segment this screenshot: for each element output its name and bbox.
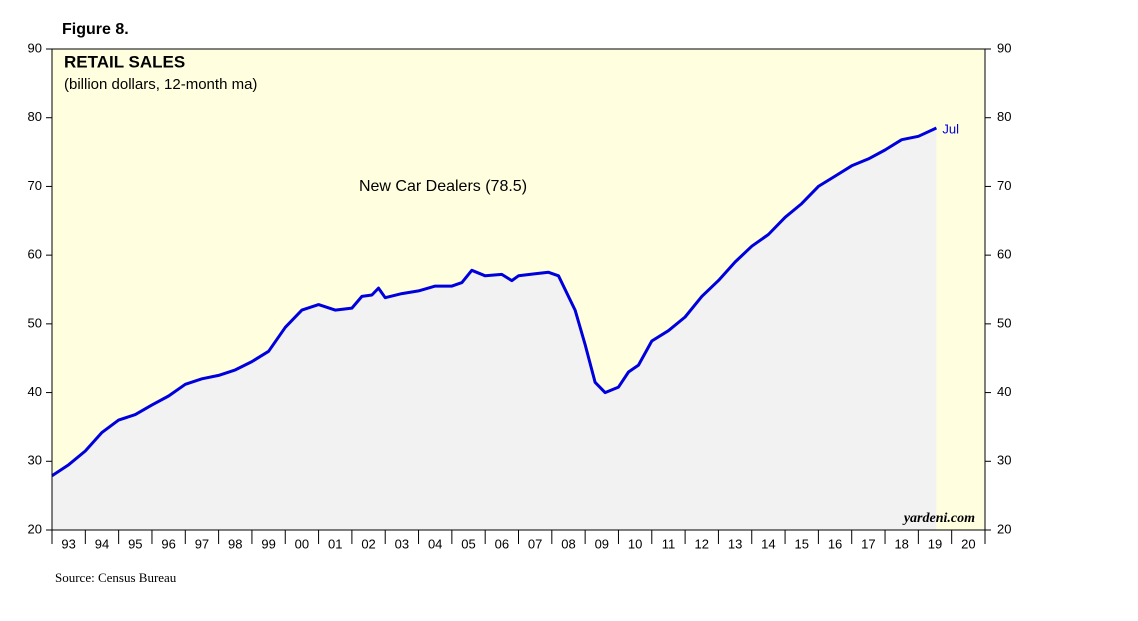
annotation: New Car Dealers (78.5) [359,178,527,195]
x-tick-label: 19 [928,536,942,551]
x-tick-label: 97 [195,536,209,551]
y2-tick-label: 50 [997,315,1011,330]
y2-tick-label: 20 [997,521,1011,536]
line [51,126,938,477]
x-tick-label: 08 [561,536,575,551]
x-tick-label: 94 [95,536,109,551]
chart-title: RETAIL SALES [64,52,185,71]
x-tick-label: 10 [628,536,642,551]
y-tick-label: 50 [28,315,42,330]
x-tick-label: 13 [728,536,742,551]
x-tick-label: 99 [261,536,275,551]
y-tick-label: 30 [28,453,42,468]
y-tick-label: 80 [28,109,42,124]
x-tick-label: 93 [61,536,75,551]
figure-label: Figure 8. [62,21,129,38]
x-tick-label: 16 [828,536,842,551]
x-tick-label: 00 [295,536,309,551]
x-tick-label: 07 [528,536,542,551]
x-tick-label: 11 [662,536,676,551]
y-tick-label: 90 [28,40,42,55]
y2-tick-label: 60 [997,247,1011,262]
x-tick-label: 20 [961,536,975,551]
x-tick-label: 06 [495,536,509,551]
watermark: yardeni.com [902,511,975,526]
y2-tick-label: 40 [997,384,1011,399]
y-tick-label: 20 [28,521,42,536]
x-tick-label: 02 [361,536,375,551]
x-tick-label: 01 [328,536,342,551]
x-tick-label: 12 [695,536,709,551]
x-tick-label: 04 [428,536,442,551]
x-tick-label: 14 [761,536,775,551]
chart-subtitle: (billion dollars, 12-month ma) [64,76,257,93]
x-tick-label: 95 [128,536,142,551]
x-tick-label: 15 [794,536,808,551]
x-tick-label: 18 [894,536,908,551]
x-tick-label: 05 [461,536,475,551]
x-tick-label: 17 [861,536,875,551]
y2-tick-label: 80 [997,109,1011,124]
y2-tick-label: 30 [997,453,1011,468]
source: Source: Census Bureau [55,570,177,585]
x-tick-label: 96 [161,536,175,551]
y2-tick-label: 90 [997,40,1011,55]
end-label: Jul [942,121,959,136]
y-tick-label: 70 [28,178,42,193]
y-tick-label: 40 [28,384,42,399]
x-tick-label: 03 [395,536,409,551]
y-tick-label: 60 [28,247,42,262]
x-tick-label: 98 [228,536,242,551]
area [52,128,937,530]
y2-tick-label: 70 [997,178,1011,193]
x-tick-label: 09 [595,536,609,551]
